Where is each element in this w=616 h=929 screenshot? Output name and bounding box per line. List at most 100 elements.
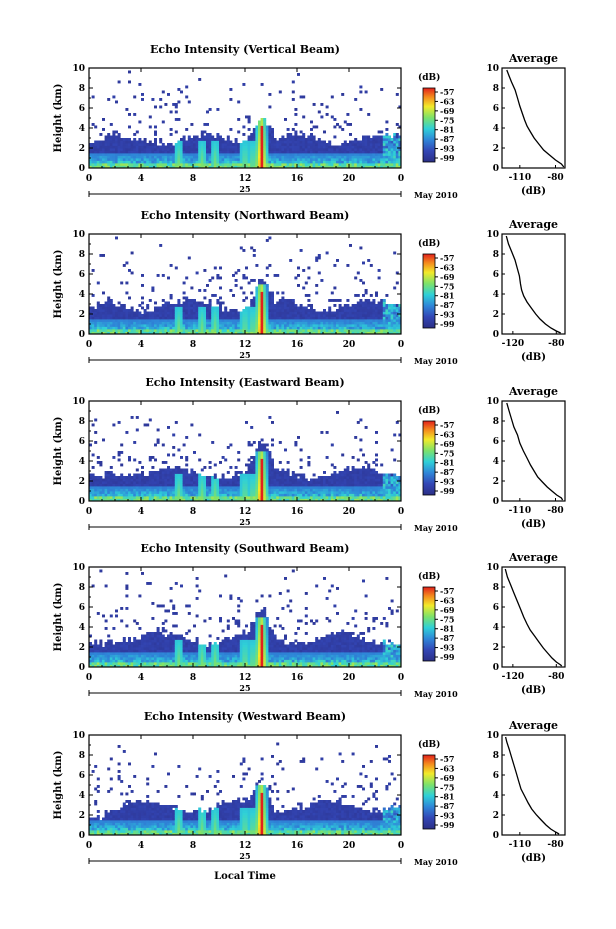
echo-cell: [221, 498, 225, 502]
echo-cell: [375, 488, 378, 492]
echo-cell: [91, 481, 95, 484]
echo-cell: [102, 311, 105, 315]
echo-cell: [341, 326, 345, 330]
echo-cell: [393, 304, 397, 307]
echo-cell: [250, 471, 254, 474]
echo-cell: [320, 145, 324, 149]
echo-cell: [135, 153, 139, 156]
echo-cell: [343, 483, 347, 487]
echo-cell: [122, 309, 126, 312]
echo-cell: [354, 496, 358, 499]
echo-cell: [315, 483, 319, 487]
echo-cell: [349, 491, 352, 494]
echo-cell: [320, 314, 324, 317]
echo-cell: [177, 483, 181, 487]
echo-cell: [180, 158, 183, 161]
echo-cell: [221, 488, 225, 492]
echo-cell: [148, 331, 152, 335]
echo-cell: [372, 486, 376, 489]
echo-cell: [297, 309, 300, 312]
echo-cell: [390, 491, 394, 494]
echo-cell: [315, 493, 319, 497]
echo-cell: [278, 165, 282, 169]
echo-cell: [367, 113, 371, 116]
echo-cell: [255, 486, 259, 489]
echo-cell: [185, 155, 189, 159]
echo-cell: [185, 306, 189, 310]
echo-cell: [284, 498, 287, 502]
echo-cell: [182, 281, 186, 285]
echo-cell: [120, 451, 124, 454]
echo-cell: [117, 140, 121, 144]
echo-cell: [190, 481, 194, 484]
echo-cell: [299, 153, 303, 156]
echo-cell: [258, 458, 261, 462]
echo-cell: [377, 326, 381, 330]
echo-cell: [224, 319, 228, 322]
echo-cell: [138, 461, 142, 464]
echo-cell: [245, 140, 248, 144]
echo-cell: [107, 150, 111, 154]
echo-cell: [328, 143, 332, 146]
echo-cell: [380, 329, 384, 332]
echo-cell: [226, 165, 230, 169]
echo-cell: [128, 269, 131, 272]
echo-cell: [354, 319, 358, 322]
echo-cell: [398, 140, 402, 144]
echo-cell: [96, 324, 100, 327]
echo-cell: [182, 326, 186, 330]
echo-cell: [252, 140, 256, 144]
echo-cell: [125, 321, 129, 325]
echo-cell: [216, 488, 220, 492]
echo-cell: [107, 133, 111, 136]
echo-cell: [141, 319, 144, 322]
echo-cell: [117, 326, 121, 330]
echo-cell: [198, 158, 202, 161]
echo-cell: [359, 165, 363, 169]
echo-cell: [195, 316, 199, 320]
echo-cell: [112, 473, 116, 477]
echo-cell: [336, 311, 339, 315]
echo-cell: [268, 493, 272, 497]
echo-cell: [232, 316, 235, 320]
echo-cell: [255, 468, 259, 472]
echo-cell: [260, 150, 264, 154]
echo-cell: [245, 486, 248, 489]
echo-cell: [276, 304, 280, 307]
echo-cell: [367, 148, 371, 151]
echo-cell: [172, 316, 176, 320]
echo-cell: [375, 324, 378, 327]
echo-cell: [221, 329, 225, 332]
echo-cell: [195, 309, 199, 312]
echo-cell: [239, 160, 243, 164]
echo-cell: [263, 284, 267, 287]
echo-cell: [172, 446, 176, 449]
echo-cell: [323, 488, 326, 492]
echo-cell: [265, 488, 269, 492]
echo-cell: [304, 163, 308, 166]
echo-cell: [167, 466, 170, 469]
echo-cell: [299, 329, 303, 332]
echo-cell: [263, 329, 267, 332]
echo-cell: [203, 309, 207, 312]
echo-cell: [351, 304, 355, 307]
echo-cell: [167, 329, 170, 332]
echo-cell: [307, 331, 311, 335]
echo-cell: [169, 304, 173, 307]
echo-cell: [237, 314, 241, 317]
echo-cell: [304, 319, 308, 322]
echo-cell: [172, 496, 176, 499]
echo-cell: [341, 491, 345, 494]
echo-cell: [273, 496, 277, 499]
echo-cell: [224, 478, 228, 482]
echo-cell: [154, 316, 157, 320]
echo-cell: [388, 306, 391, 310]
echo-cell: [336, 165, 339, 169]
echo-cell: [130, 483, 134, 487]
echo-cell: [169, 145, 173, 149]
echo-cell: [260, 83, 264, 86]
echo-cell: [364, 496, 368, 499]
echo-cell: [291, 478, 295, 482]
echo-cell: [96, 145, 100, 149]
echo-cell: [221, 148, 225, 151]
